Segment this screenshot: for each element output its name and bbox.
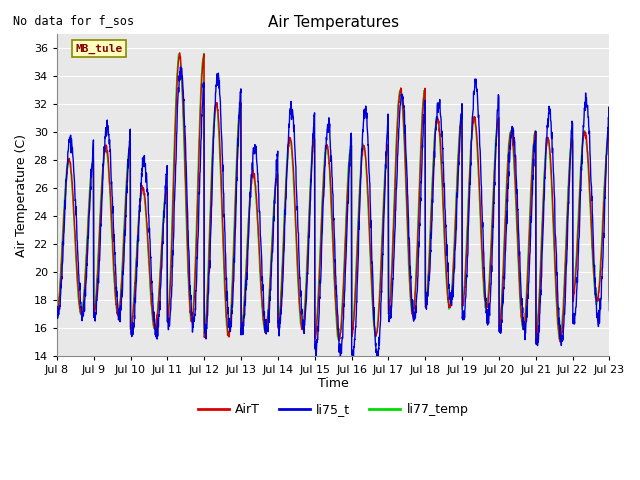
Legend: AirT, li75_t, li77_temp: AirT, li75_t, li77_temp [193,398,474,421]
Title: Air Temperatures: Air Temperatures [268,15,399,30]
Y-axis label: Air Temperature (C): Air Temperature (C) [15,133,28,257]
X-axis label: Time: Time [318,377,349,390]
Text: MB_tule: MB_tule [76,44,122,54]
Text: No data for f_sos: No data for f_sos [13,14,134,27]
